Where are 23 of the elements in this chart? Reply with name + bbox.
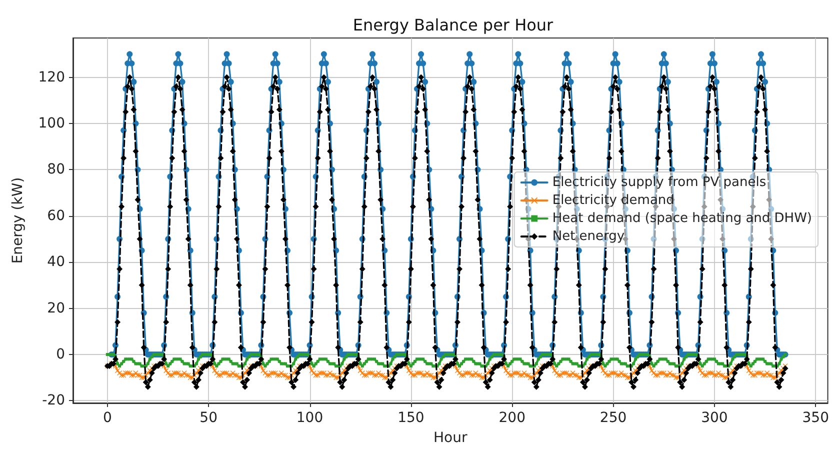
y-tick-label: 80 bbox=[47, 162, 65, 178]
x-tick-label: 150 bbox=[398, 410, 424, 426]
x-axis-title: Hour bbox=[434, 430, 468, 446]
y-tick-label: 120 bbox=[38, 69, 65, 86]
x-tick-label: 50 bbox=[200, 410, 218, 426]
legend-label: Electricity demand bbox=[552, 193, 674, 208]
x-tick-label: 0 bbox=[102, 410, 112, 426]
x-tick-label: 200 bbox=[498, 410, 526, 426]
y-tick-label: 20 bbox=[47, 300, 65, 316]
y-tick-label: 0 bbox=[56, 346, 65, 362]
chart-title: Energy Balance per Hour bbox=[352, 16, 554, 34]
y-tick-label: 100 bbox=[38, 115, 65, 132]
legend-label: Electricity supply from PV panels bbox=[552, 175, 766, 190]
x-tick-label: 300 bbox=[701, 410, 728, 426]
x-tick-label: 100 bbox=[296, 410, 324, 426]
legend-label: Heat demand (space heating and DHW) bbox=[552, 211, 812, 226]
x-tick-label: 250 bbox=[600, 410, 627, 426]
legend-label: Net energy bbox=[552, 229, 625, 244]
y-tick-label: 60 bbox=[47, 208, 65, 224]
y-tick-label: 40 bbox=[47, 254, 65, 270]
x-tick-label: 350 bbox=[802, 410, 830, 426]
y-axis-title: Energy (kW) bbox=[10, 177, 26, 264]
y-tick-label: -20 bbox=[42, 392, 65, 409]
